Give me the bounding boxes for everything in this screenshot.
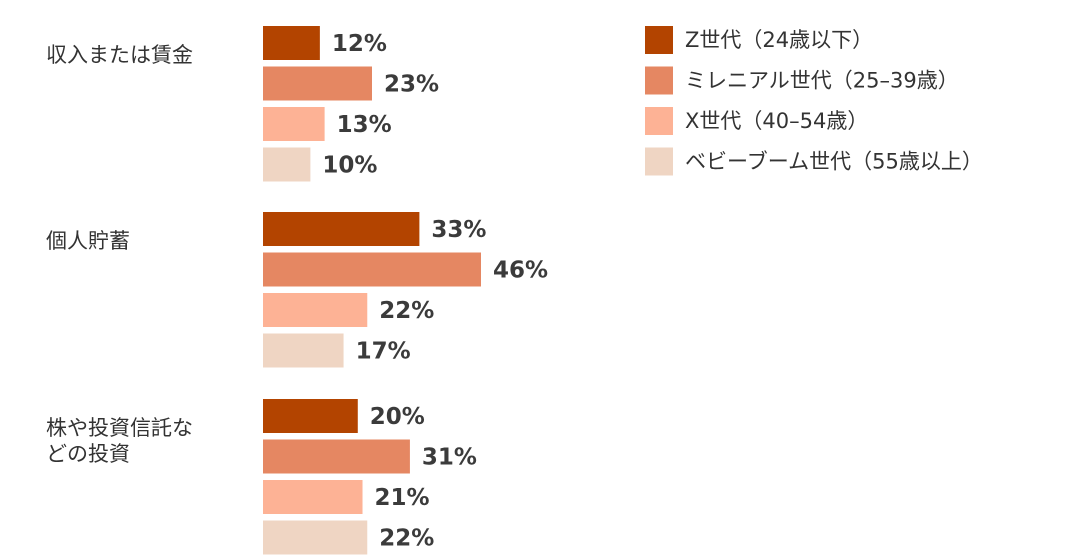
category-label-line: どの投資: [46, 442, 130, 466]
bar: [263, 399, 358, 433]
category-label-line: 収入または賃金: [46, 43, 193, 67]
bar: [263, 66, 372, 101]
data-label: 33%: [431, 217, 486, 243]
data-label: 13%: [337, 112, 392, 138]
legend-swatch: [645, 147, 673, 176]
bar: [263, 107, 325, 141]
category-label-line: 個人貯蓄: [46, 229, 130, 253]
category-label: 収入または賃金: [46, 43, 193, 67]
bar: [263, 26, 320, 60]
data-label: 22%: [379, 298, 434, 324]
legend-swatch: [645, 26, 673, 54]
category-label-line: 株や投資信託な: [46, 416, 193, 440]
bar: [263, 480, 363, 514]
bar: [263, 252, 481, 287]
bar: [263, 439, 410, 474]
data-label: 46%: [493, 258, 548, 284]
legend-label: X世代（40–54歳）: [685, 109, 868, 133]
data-label: 23%: [384, 72, 439, 98]
data-label: 17%: [356, 339, 411, 365]
legend-label: ベビーブーム世代（55歳以上）: [685, 150, 983, 174]
bar: [263, 520, 368, 555]
data-label: 10%: [322, 153, 377, 179]
legend-swatch: [645, 107, 673, 135]
value-labels: 12% 23% 13% 10% 33% 46% 22% 17% 20% 31% 21% 22%: [322, 31, 548, 552]
data-label: 22%: [379, 526, 434, 552]
bar: [263, 333, 344, 368]
bars: [263, 26, 481, 555]
bar: [263, 212, 420, 246]
legend-swatch: [645, 66, 673, 95]
legend-label: ミレニアル世代（25–39歳）: [685, 69, 959, 93]
data-label: 20%: [370, 404, 425, 430]
data-label: 12%: [332, 31, 387, 57]
bar: [263, 147, 311, 182]
data-label: 31%: [422, 445, 477, 471]
legend-label: Z世代（24歳以下）: [685, 28, 873, 52]
legend: Z世代（24歳以下） ミレニアル世代（25–39歳） X世代（40–54歳） ベビーブ…: [645, 26, 983, 176]
bar: [263, 293, 368, 327]
category-label: 株や投資信託などの投資: [46, 416, 193, 466]
data-label: 21%: [375, 485, 430, 511]
category-label: 個人貯蓄: [46, 229, 130, 253]
